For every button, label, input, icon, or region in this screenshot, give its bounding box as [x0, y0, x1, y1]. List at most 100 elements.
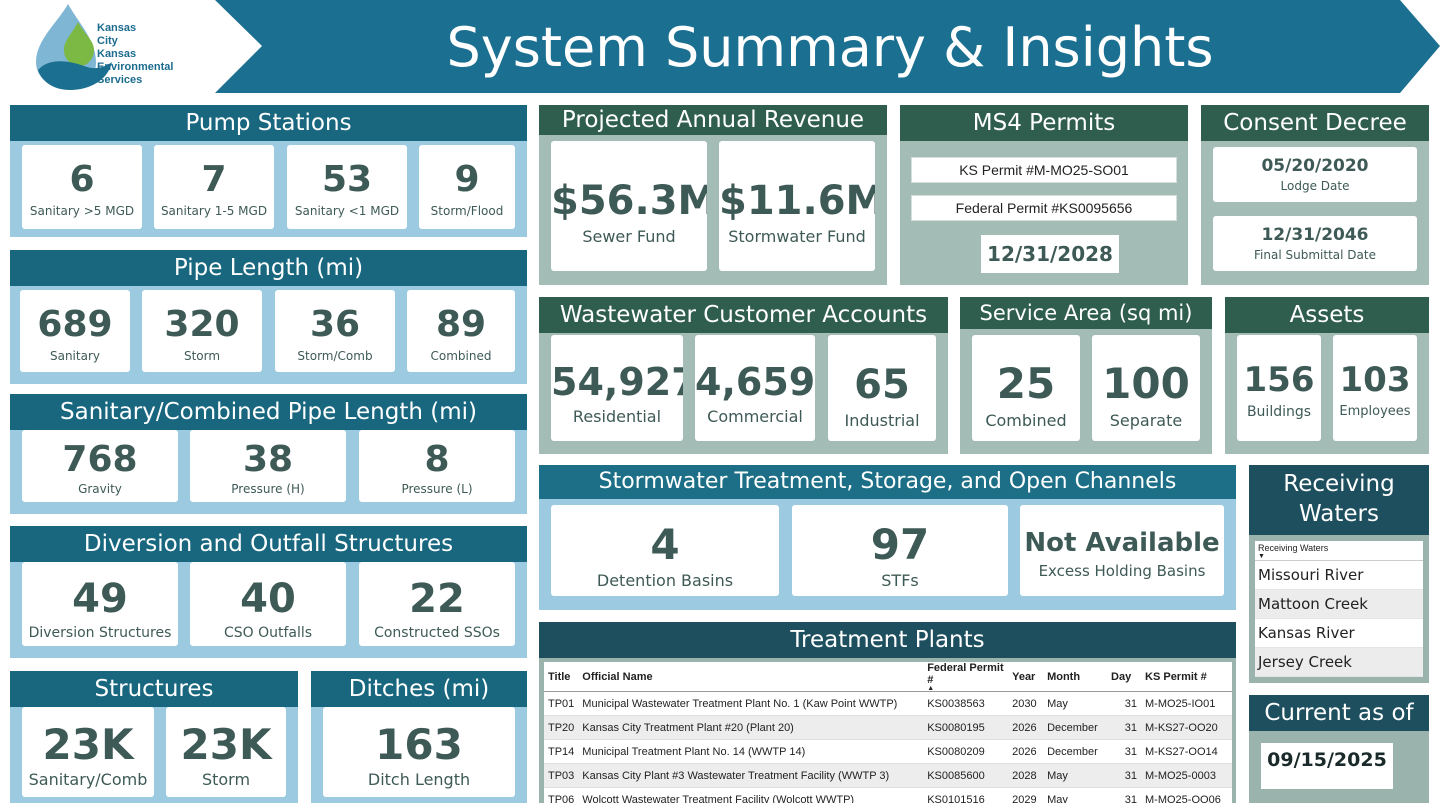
receiving-water-item[interactable]: Kansas River — [1255, 619, 1423, 648]
diversion-outfall-panel: Diversion and Outfall Structures 49 Dive… — [10, 526, 527, 658]
cell-federal-permit: KS0101516 — [923, 787, 1009, 803]
table-row: TP14 Municipal Treatment Plant No. 14 (W… — [544, 739, 1232, 764]
consent-decree-panel: Consent Decree 05/20/2020 Lodge Date 12/… — [1201, 105, 1429, 285]
scp-card-gravity: 768 Gravity — [22, 430, 178, 502]
scp-label: Pressure (H) — [231, 482, 305, 496]
pipe-card-combined: 89 Combined — [407, 290, 515, 372]
receiving-water-item[interactable]: Missouri River — [1255, 561, 1423, 590]
ww-card-commercial: 4,659 Commercial — [695, 335, 815, 441]
pump-label: Sanitary 1-5 MGD — [160, 204, 268, 218]
revenue-label: Stormwater Fund — [728, 227, 866, 246]
ww-card-industrial: 65 Industrial — [828, 335, 936, 441]
cell-day: 31 — [1107, 787, 1142, 803]
sanitary-combined-pipe-panel: Sanitary/Combined Pipe Length (mi) 768 G… — [10, 394, 527, 514]
cell-month: May — [1043, 763, 1108, 788]
pump-label: Sanitary <1 MGD — [294, 204, 400, 218]
ww-value: 4,659 — [695, 360, 815, 404]
cell-ks-permit: M-MO25-OO06 — [1141, 787, 1232, 803]
service-value: 100 — [1102, 359, 1190, 408]
col-header-year[interactable]: Year — [1008, 662, 1044, 692]
assets-label: Employees — [1339, 404, 1411, 419]
do-card-cso-outfalls: 40 CSO Outfalls — [190, 562, 346, 646]
receiving-water-item[interactable]: Jersey Creek — [1255, 648, 1423, 677]
scp-label: Pressure (L) — [401, 482, 473, 496]
pump-value: 7 — [201, 159, 227, 200]
cell-official-name: Municipal Treatment Plant No. 14 (WWTP 1… — [578, 739, 924, 764]
federal-permit-field: Federal Permit #KS0095656 — [911, 195, 1177, 221]
header-arrow-shape — [215, 0, 1440, 93]
pipe-value: 689 — [37, 304, 113, 345]
cell-ks-permit: M-MO25-IO01 — [1141, 691, 1232, 716]
service-card-separate: 100 Separate — [1092, 335, 1200, 441]
stormwater-panel: Stormwater Treatment, Storage, and Open … — [539, 465, 1236, 610]
sort-ascending-icon[interactable]: ▲ — [927, 685, 935, 692]
col-header-federal-permit[interactable]: Federal Permit # ▲ — [923, 662, 1009, 692]
receiving-waters-list-header[interactable]: Receiving Waters ▼ — [1255, 541, 1423, 561]
col-header-ks-permit[interactable]: KS Permit # — [1141, 662, 1232, 692]
col-header-title[interactable]: Title — [544, 662, 579, 692]
treatment-plants-table: Title Official Name Federal Permit # ▲ Ye… — [544, 662, 1232, 803]
sw-label: Detention Basins — [596, 571, 734, 590]
cell-title: TP20 — [544, 715, 579, 740]
pipe-value: 320 — [164, 304, 240, 345]
scp-value: 38 — [242, 439, 294, 480]
col-header-month[interactable]: Month — [1043, 662, 1108, 692]
ww-label: Commercial — [707, 407, 803, 426]
cell-title: TP14 — [544, 739, 579, 764]
assets-value: 103 — [1339, 360, 1411, 400]
cell-federal-permit: KS0080209 — [923, 739, 1009, 764]
revenue-card-stormwater: $11.6M Stormwater Fund — [719, 141, 875, 271]
treatment-plants-title: Treatment Plants — [539, 622, 1236, 658]
consent-value: 12/31/2046 — [1261, 225, 1369, 245]
current-as-of-panel: Current as of 09/15/2025 — [1249, 695, 1429, 803]
structures-card-storm: 23K Storm — [166, 707, 286, 797]
assets-label: Buildings — [1246, 404, 1312, 420]
structures-value: 23K — [180, 720, 272, 769]
pipe-value: 89 — [435, 304, 487, 345]
logo-line: Kansas — [97, 22, 137, 34]
revenue-card-sewer: $56.3M Sewer Fund — [551, 141, 707, 271]
cell-day: 31 — [1107, 739, 1142, 764]
logo-line: City — [97, 35, 118, 47]
ms4-permits-panel: MS4 Permits KS Permit #M-MO25-SO01 Feder… — [900, 105, 1188, 285]
service-area-title: Service Area (sq mi) — [960, 297, 1212, 329]
service-card-combined: 25 Combined — [972, 335, 1080, 441]
cell-official-name: Municipal Wastewater Treatment Plant No.… — [578, 691, 924, 716]
cell-year: 2026 — [1008, 715, 1044, 740]
table-header-row: Title Official Name Federal Permit # ▲ Ye… — [544, 662, 1232, 692]
ww-value: 54,927 — [551, 360, 683, 404]
service-value: 25 — [996, 359, 1056, 408]
scp-value: 8 — [424, 439, 450, 480]
revenue-value: $11.6M — [719, 178, 875, 224]
sort-caret-icon[interactable]: ▼ — [1258, 553, 1265, 560]
sw-label: Excess Holding Basins — [1038, 562, 1206, 580]
table-row: TP03 Kansas City Plant #3 Wastewater Tre… — [544, 763, 1232, 788]
pump-card-storm-flood: 9 Storm/Flood — [419, 145, 515, 229]
scp-value: 768 — [62, 439, 138, 480]
header-banner: Kansas City Kansas Environmental Service… — [0, 0, 1440, 93]
revenue-title: Projected Annual Revenue — [539, 105, 887, 135]
assets-value: 156 — [1243, 360, 1315, 400]
do-label: CSO Outfalls — [223, 625, 313, 641]
table-row: TP20 Kansas City Treatment Plant #20 (Pl… — [544, 715, 1232, 740]
cell-ks-permit: M-KS27-OO14 — [1141, 739, 1232, 764]
cell-ks-permit: M-MO25-0003 — [1141, 763, 1232, 788]
pipe-label: Combined — [430, 349, 492, 363]
scp-card-pressure-h: 38 Pressure (H) — [190, 430, 346, 502]
cell-year: 2029 — [1008, 787, 1044, 803]
receiving-waters-title-line: Waters — [1299, 501, 1379, 527]
ditches-title: Ditches (mi) — [311, 671, 527, 707]
do-value: 40 — [240, 576, 296, 622]
receiving-waters-list-label: Receiving Waters — [1258, 543, 1329, 553]
pipe-label: Storm/Comb — [297, 349, 373, 363]
receiving-water-item[interactable]: Mattoon Creek — [1255, 590, 1423, 619]
cell-year: 2030 — [1008, 691, 1044, 716]
col-header-day[interactable]: Day — [1107, 662, 1142, 692]
cell-official-name: Wolcott Wastewater Treatment Facility (W… — [578, 787, 924, 803]
pump-card-sanitary-small: 53 Sanitary <1 MGD — [287, 145, 407, 229]
table-row: TP06 Wolcott Wastewater Treatment Facili… — [544, 787, 1232, 803]
receiving-waters-list[interactable]: Receiving Waters ▼ Missouri River Mattoo… — [1255, 541, 1423, 677]
consent-decree-title: Consent Decree — [1201, 105, 1429, 141]
diversion-outfall-title: Diversion and Outfall Structures — [10, 526, 527, 562]
col-header-official-name[interactable]: Official Name — [578, 662, 924, 692]
